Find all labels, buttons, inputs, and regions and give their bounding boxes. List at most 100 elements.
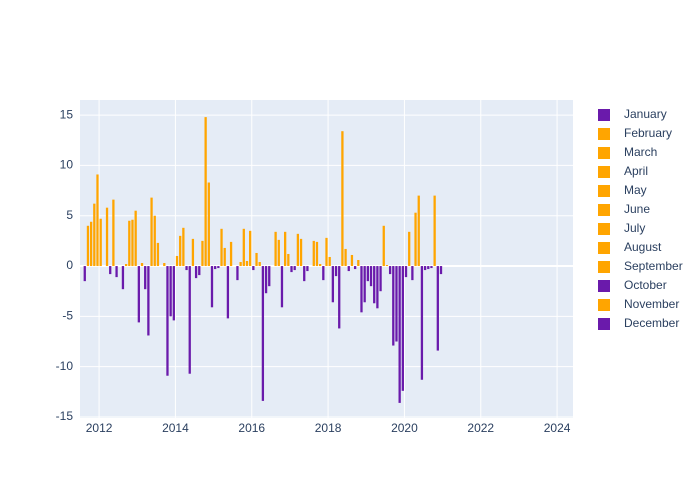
bar [338, 266, 341, 329]
legend-label: June [624, 202, 650, 216]
legend-swatch [598, 261, 610, 273]
bar [382, 225, 385, 267]
legend-label: October [624, 278, 667, 292]
bar [207, 182, 210, 267]
bar [376, 266, 379, 309]
legend-label: November [624, 297, 679, 311]
x-tick-label: 2024 [544, 421, 571, 435]
bar [385, 265, 389, 267]
bar [401, 266, 404, 391]
bar [249, 230, 252, 267]
bar [357, 260, 360, 267]
bar [83, 266, 86, 282]
bar [277, 239, 280, 267]
bar [331, 266, 335, 303]
bar [414, 212, 417, 267]
bar [124, 264, 128, 267]
x-tick-label: 2016 [238, 421, 265, 435]
bar [439, 266, 443, 275]
y-tick-label: 10 [60, 158, 74, 172]
legend-swatch [598, 280, 610, 292]
y-tick-label: 15 [60, 107, 74, 121]
legend-label: May [624, 183, 647, 197]
bar [280, 266, 284, 308]
bar [182, 227, 185, 267]
bar [86, 225, 90, 267]
bar [105, 207, 109, 267]
bar [188, 266, 191, 374]
legend-label: July [624, 221, 645, 235]
legend-swatch [598, 299, 610, 311]
bar [93, 203, 96, 267]
legend-swatch [598, 318, 610, 330]
legend-swatch [598, 223, 610, 235]
bar [214, 266, 217, 270]
bar [121, 266, 125, 290]
bar [252, 266, 255, 271]
bar [89, 221, 93, 267]
legend-swatch [598, 242, 610, 254]
x-tick-label: 2012 [86, 421, 113, 435]
x-tick-label: 2020 [391, 421, 418, 435]
x-tick-label: 2022 [467, 421, 494, 435]
bar [194, 266, 198, 279]
bar [299, 238, 303, 267]
bar [366, 266, 369, 282]
bar [229, 241, 233, 267]
bar [175, 255, 179, 267]
bar [408, 231, 411, 267]
bar [144, 266, 147, 290]
bar [344, 248, 347, 267]
bar [210, 266, 214, 308]
y-tick-label: -15 [56, 409, 74, 423]
bar [360, 266, 363, 313]
bar [328, 256, 331, 267]
bar [226, 266, 230, 319]
bar [153, 215, 156, 267]
bar [341, 131, 344, 267]
bar [134, 210, 137, 267]
legend-swatch [598, 185, 610, 197]
bar [220, 228, 223, 267]
bar [99, 218, 102, 267]
bar [236, 266, 239, 281]
bar [191, 238, 195, 267]
bar [430, 266, 433, 269]
bar [255, 252, 258, 267]
bar [264, 266, 268, 294]
bar [163, 263, 166, 267]
bar [395, 266, 398, 342]
bar [287, 253, 290, 267]
bar [417, 195, 420, 267]
bar [169, 266, 172, 317]
y-tick-label: 5 [66, 208, 73, 222]
bar [261, 266, 265, 401]
bar [373, 266, 376, 304]
bar [303, 266, 306, 282]
bar [290, 266, 293, 273]
bar [411, 266, 414, 281]
y-tick-label: -10 [56, 359, 74, 373]
bar [140, 263, 144, 267]
bar [179, 235, 182, 267]
bar [223, 247, 226, 267]
bar [353, 266, 357, 270]
legend-label: December [624, 316, 679, 330]
legend-label: September [624, 259, 683, 273]
legend-swatch [598, 166, 610, 178]
bar [433, 195, 436, 267]
bar [392, 266, 395, 346]
bar [347, 266, 350, 272]
bar [312, 240, 315, 267]
bar [147, 266, 150, 336]
legend-swatch [598, 128, 610, 140]
bar [112, 199, 115, 267]
bar [198, 266, 201, 276]
bar [296, 233, 300, 267]
bar [423, 266, 427, 271]
bar [109, 266, 112, 275]
legend-label: April [624, 164, 648, 178]
bar [420, 266, 424, 380]
bar [172, 266, 175, 321]
